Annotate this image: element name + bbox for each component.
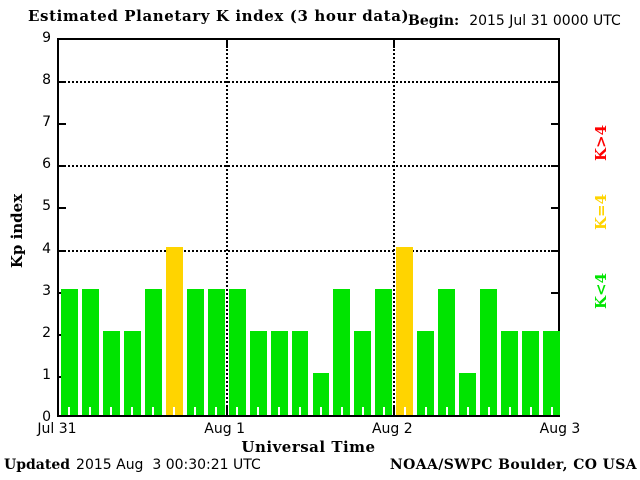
kp-bar-2 [102,330,120,416]
y-tick-left-8 [59,81,66,84]
kp-bar-5 [165,246,183,416]
kp-bar-9 [249,330,267,416]
y-tick-label-8: 8 [42,72,51,89]
kp-bar-7 [207,288,225,416]
updated-label: Updated [4,457,71,473]
kp-bar-17 [417,330,435,416]
y-tick-right-3 [551,291,558,294]
begin-label: Begin: [408,13,460,29]
legend-k-lt-4: K<4 [592,272,610,310]
source-credit: NOAA/SWPC Boulder, CO USA [389,457,637,473]
y-tick-right-6 [551,165,558,168]
kp-bar-23 [543,330,560,416]
kp-bar-0 [61,288,78,416]
x-major-tick-bottom [393,407,396,415]
y-tick-label-5: 5 [42,198,51,215]
y-tick-left-7 [59,123,66,126]
gridline-y-8 [59,81,558,84]
kp-bar-8 [228,288,246,416]
kp-bar-10 [270,330,288,416]
chart-title: Estimated Planetary K index (3 hour data… [28,7,410,25]
legend-k-gt-4: K>4 [592,124,610,162]
x-tick-label-3: Aug 3 [539,421,581,437]
kp-bar-15 [375,288,393,416]
kp-bar-14 [354,330,372,416]
y-tick-label-1: 1 [42,366,51,383]
gridline-y-6 [59,165,558,168]
kp-bar-21 [501,330,519,416]
y-tick-label-3: 3 [42,282,51,299]
x-tick-label-0: Jul 31 [37,421,77,437]
legend-k-eq-4: K=4 [592,193,610,231]
y-tick-left-5 [59,207,66,210]
kp-bar-12 [312,372,330,416]
kp-bar-20 [480,288,498,416]
y-tick-label-6: 6 [42,156,51,173]
kp-bar-11 [291,330,309,416]
y-tick-label-9: 9 [42,30,51,46]
kp-bar-16 [396,246,414,416]
y-tick-left-6 [59,165,66,168]
kp-bar-13 [333,288,351,416]
y-tick-left-4 [59,249,66,252]
x-tick-label-2: Aug 2 [371,421,413,437]
kp-bar-1 [81,288,99,416]
updated-caption: Updated 2015 Aug 3 00:30:21 UTC [4,457,261,473]
x-tick-label-1: Aug 1 [204,421,245,437]
y-tick-label-0: 0 [42,409,51,425]
plot-area [57,38,560,417]
x-major-tick-top [393,40,396,48]
kp-bar-18 [438,288,456,416]
y-tick-right-7 [551,123,558,126]
y-tick-right-5 [551,207,558,210]
gridline-day-1 [225,40,228,415]
y-axis-title: Kp index [8,193,26,269]
x-major-tick-top [225,40,228,48]
kp-bar-22 [522,330,540,416]
kp-bar-6 [186,288,204,416]
y-tick-label-2: 2 [42,324,51,341]
begin-caption: Begin: 2015 Jul 31 0000 UTC [408,13,621,29]
y-tick-label-4: 4 [42,240,51,257]
updated-value: 2015 Aug 3 00:30:21 UTC [76,457,261,473]
gridline-y-4 [59,249,558,252]
y-tick-right-4 [551,249,558,252]
y-tick-right-8 [551,81,558,84]
gridline-day-2 [393,40,396,415]
kp-bar-19 [459,372,477,416]
x-axis-title: Universal Time [241,438,376,456]
y-tick-label-7: 7 [42,114,51,131]
kp-bar-3 [123,330,141,416]
x-major-tick-bottom [225,407,228,415]
begin-value: 2015 Jul 31 0000 UTC [469,13,621,29]
kp-bar-4 [144,288,162,416]
